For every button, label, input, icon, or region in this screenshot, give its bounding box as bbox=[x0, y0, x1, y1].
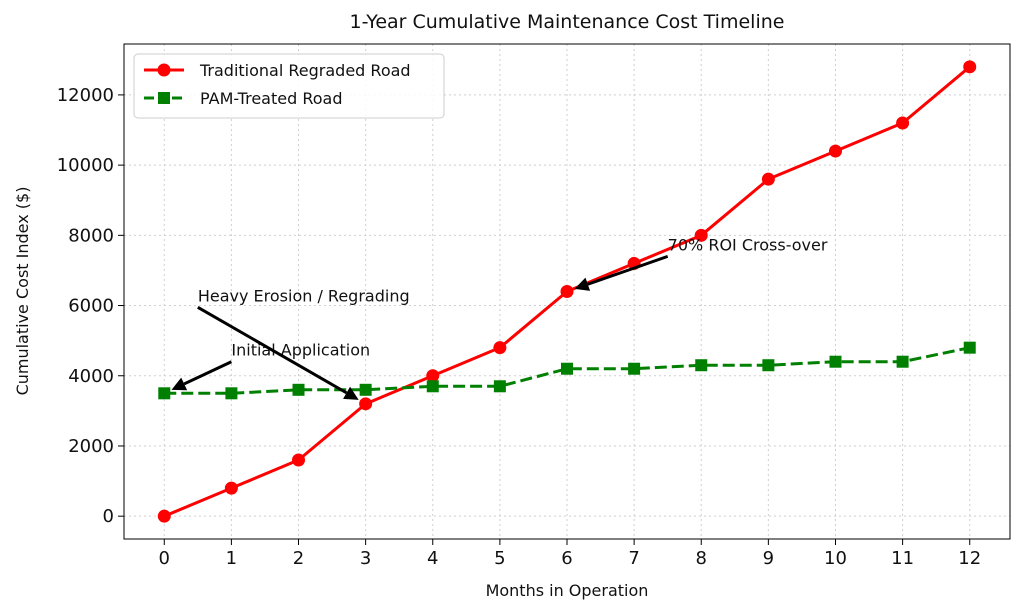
y-tick-label: 2000 bbox=[68, 436, 114, 457]
x-tick-label: 5 bbox=[494, 548, 505, 569]
legend-box bbox=[133, 53, 445, 119]
y-tick-label: 0 bbox=[103, 506, 114, 527]
y-tick-label: 6000 bbox=[68, 296, 114, 317]
data-point bbox=[292, 453, 306, 467]
x-tick-label: 10 bbox=[824, 548, 847, 569]
data-point bbox=[359, 383, 372, 396]
annotation-text: 70% ROI Cross-over bbox=[668, 235, 828, 254]
annotation: Heavy Erosion / Regrading bbox=[197, 286, 410, 400]
data-point bbox=[963, 60, 977, 74]
annotation-arrowhead bbox=[574, 277, 591, 291]
data-point bbox=[561, 362, 573, 375]
data-point bbox=[292, 383, 305, 396]
data-point bbox=[359, 397, 373, 411]
data-point bbox=[493, 341, 507, 355]
legend-label: Traditional Regraded Road bbox=[199, 61, 411, 80]
x-tick-label: 4 bbox=[427, 548, 438, 569]
data-point bbox=[628, 362, 641, 375]
data-point bbox=[695, 359, 708, 372]
data-point bbox=[694, 228, 708, 242]
y-tick-label: 4000 bbox=[68, 366, 114, 387]
annotation-text: Heavy Erosion / Regrading bbox=[198, 286, 410, 305]
data-point bbox=[896, 355, 909, 368]
data-point bbox=[426, 380, 439, 393]
plot-frame bbox=[123, 43, 1011, 540]
data-point bbox=[493, 380, 506, 393]
chart-title: 1-Year Cumulative Maintenance Cost Timel… bbox=[350, 11, 785, 33]
x-axis-ticks: 0 1 2 3 4 5 6 7 8 9 10 11 12 bbox=[159, 539, 981, 569]
data-point bbox=[896, 116, 910, 130]
data-point bbox=[225, 387, 238, 400]
data-point bbox=[158, 387, 171, 400]
annotation: 70% ROI Cross-over bbox=[574, 235, 828, 291]
series-0 bbox=[157, 60, 977, 523]
data-point bbox=[828, 144, 842, 158]
legend: Traditional Regraded Road PAM-Treated Roa… bbox=[133, 53, 445, 119]
annotation-arrow bbox=[183, 360, 233, 386]
data-point bbox=[157, 509, 171, 523]
annotation-text: Initial Application bbox=[231, 341, 370, 360]
y-axis-label: Cumulative Cost Index ($) bbox=[13, 187, 32, 396]
y-tick-label: 10000 bbox=[57, 155, 114, 176]
series-layer bbox=[157, 60, 977, 523]
annotations: Initial Application Heavy Erosion / Regra… bbox=[171, 235, 828, 400]
x-tick-label: 2 bbox=[293, 548, 304, 569]
x-axis-label: Months in Operation bbox=[486, 581, 649, 600]
legend-label: PAM-Treated Road bbox=[200, 89, 342, 108]
legend-marker bbox=[158, 92, 170, 104]
annotation-arrow bbox=[587, 254, 669, 286]
data-point bbox=[560, 285, 574, 298]
y-axis-ticks: 0 2000 4000 6000 8000 10000 12000 bbox=[57, 85, 124, 527]
x-tick-label: 9 bbox=[763, 548, 774, 569]
annotation-arrowhead bbox=[343, 386, 359, 400]
annotation-arrowhead bbox=[171, 377, 188, 391]
data-point bbox=[224, 481, 238, 495]
data-point bbox=[426, 369, 440, 383]
data-point bbox=[963, 341, 976, 354]
x-tick-label: 6 bbox=[561, 548, 572, 569]
annotation-arrow bbox=[197, 305, 348, 395]
x-tick-label: 3 bbox=[360, 548, 371, 569]
x-tick-label: 1 bbox=[226, 548, 237, 569]
data-point bbox=[762, 359, 775, 372]
data-point bbox=[829, 355, 842, 368]
x-tick-label: 11 bbox=[891, 548, 914, 569]
series-1 bbox=[158, 341, 976, 400]
y-tick-label: 8000 bbox=[68, 225, 114, 246]
y-tick-label: 12000 bbox=[57, 85, 114, 106]
data-point bbox=[761, 172, 775, 186]
x-tick-label: 12 bbox=[958, 548, 981, 569]
x-tick-label: 0 bbox=[159, 548, 170, 569]
x-tick-label: 8 bbox=[696, 548, 707, 569]
legend-marker bbox=[157, 63, 171, 77]
x-tick-label: 7 bbox=[628, 548, 639, 569]
